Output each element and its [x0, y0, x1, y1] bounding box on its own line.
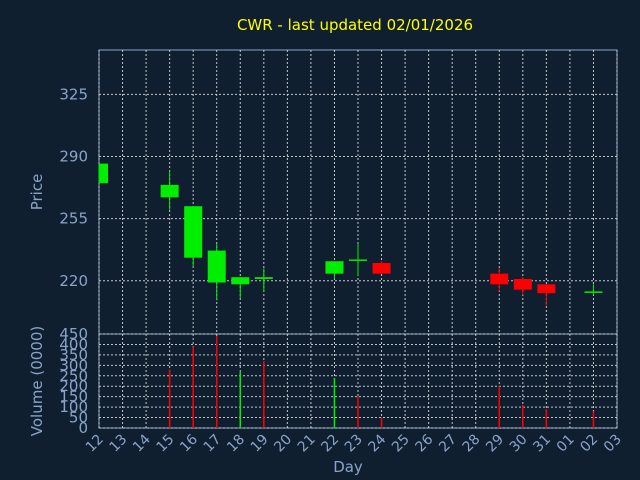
x-tick-label: 02 — [577, 432, 601, 456]
volume-tick-label: 250 — [59, 367, 88, 385]
x-tick-label: 17 — [201, 432, 225, 456]
candle-body — [325, 261, 344, 274]
price-axis-label: Price — [28, 174, 46, 211]
x-tick-label: 20 — [271, 432, 295, 456]
price-tick-label: 290 — [59, 148, 88, 166]
x-tick-label: 13 — [106, 432, 130, 456]
x-tick-label: 29 — [483, 432, 507, 456]
x-tick-label: 31 — [530, 432, 554, 456]
candle-body — [584, 291, 603, 293]
volume-tick-label: 350 — [59, 346, 88, 364]
volume-tick-label: 0 — [78, 419, 88, 437]
x-tick-label: 23 — [342, 432, 366, 456]
volume-tick-label: 150 — [59, 388, 88, 406]
candle-body — [231, 277, 250, 285]
x-axis: 12 13 14 15 16 17 18 19 20 21 22 23 24 25 26 27 28 29 30 31… — [83, 431, 625, 455]
x-tick-label: 24 — [365, 431, 389, 455]
x-tick-label: 27 — [436, 432, 460, 456]
x-axis-label: Day — [333, 458, 363, 476]
candle-body — [254, 277, 273, 279]
candle-body — [490, 273, 509, 285]
x-tick-label: 19 — [248, 432, 272, 456]
candle-body — [513, 278, 532, 290]
candle-body — [349, 259, 367, 261]
candle-body — [537, 284, 556, 294]
x-tick-label: 21 — [295, 432, 319, 456]
price-tick-label: 325 — [59, 85, 88, 103]
x-tick-label: 15 — [154, 432, 178, 456]
x-tick-label: 14 — [130, 431, 154, 455]
price-panel: 220 255 290 325 — [59, 49, 618, 335]
volume-tick-label: 100 — [59, 398, 88, 416]
x-tick-label: 22 — [318, 432, 342, 456]
volume-tick-label: 400 — [59, 335, 88, 353]
x-tick-label: 30 — [507, 432, 531, 456]
price-tick-label: 255 — [59, 210, 88, 228]
price-tick-label: 220 — [59, 272, 88, 290]
x-tick-label: 16 — [177, 431, 201, 455]
chart-title: CWR - last updated 02/01/2026 — [237, 16, 473, 34]
x-tick-label: 01 — [554, 432, 578, 456]
candle-body — [160, 184, 179, 198]
x-tick-label: 18 — [224, 432, 248, 456]
x-tick-label: 25 — [389, 432, 413, 456]
candle-body — [99, 163, 108, 184]
volume-tick-label: 300 — [59, 356, 88, 374]
x-tick-label: 26 — [413, 431, 437, 455]
volume-tick-label: 50 — [69, 409, 88, 427]
candle-body — [207, 250, 226, 283]
candle-body — [372, 263, 391, 274]
x-tick-label: 28 — [460, 432, 484, 456]
volume-axis-label: Volume (0000) — [28, 326, 46, 436]
x-tick-label: 03 — [601, 432, 625, 456]
volume-tick-label: 450 — [59, 325, 88, 343]
volume-tick-label: 200 — [59, 377, 88, 395]
candle-body — [184, 206, 203, 258]
